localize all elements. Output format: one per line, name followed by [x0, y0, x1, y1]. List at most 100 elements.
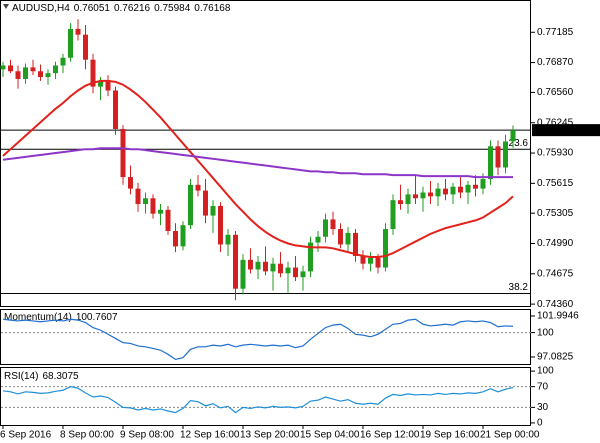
candle-body [315, 236, 321, 243]
y-tick-label: 30 [537, 402, 549, 413]
candle-body [38, 71, 43, 78]
candle-body [428, 192, 433, 197]
rsi-panel-frame [0, 367, 531, 426]
candle-body [30, 67, 36, 72]
y-tick-label: 0.76245 [537, 117, 574, 128]
candle-body [390, 200, 396, 230]
candle-body [188, 184, 193, 226]
indicator-value: 100.7607 [76, 312, 118, 323]
candle-body [330, 219, 336, 230]
y-tick-label: 0.74360 [537, 299, 574, 310]
candle-body [450, 186, 456, 195]
candle-body [398, 200, 403, 205]
candle-body [323, 219, 328, 237]
candle-body [98, 80, 103, 87]
indicator-name: RSI(14) [4, 371, 38, 382]
candle-body [15, 71, 21, 79]
candle-body [435, 188, 441, 197]
momentum-panel-frame [0, 309, 531, 365]
y-tick-label: 101.9946 [537, 311, 579, 322]
candle-body [353, 232, 358, 256]
candle-body [0, 65, 6, 70]
moving-average [2, 79, 514, 258]
candle-body [120, 128, 126, 178]
candle-body [338, 229, 343, 245]
candle-body [60, 57, 66, 66]
candle-body [75, 28, 81, 35]
y-tick-label: 97.0825 [537, 352, 574, 363]
candle-body [255, 261, 261, 270]
moving-average [2, 147, 513, 179]
y-tick-label: 0 [537, 418, 543, 429]
symbol: AUDUSD,H4 [12, 3, 70, 14]
fib-level-label: 23.6 [509, 138, 529, 149]
x-tick-label: 9 Sep 08:00 [120, 430, 174, 441]
candle-body [105, 80, 111, 91]
x-tick-label: 19 Sep 16:00 [420, 430, 480, 441]
candle-body [480, 179, 486, 189]
candle-body [420, 192, 426, 199]
candle-body [128, 177, 133, 189]
candle-body [368, 257, 373, 264]
candle-body [510, 130, 516, 142]
x-tick-label: 6 Sep 2016 [0, 430, 52, 441]
price-tag [532, 124, 600, 137]
candle-body [495, 146, 501, 168]
indicator-value: 68.3075 [42, 371, 79, 382]
y-tick-label: 0.74675 [537, 268, 574, 279]
candle-body [45, 73, 51, 78]
candle-body [360, 256, 366, 264]
candle-body [195, 184, 201, 191]
y-tick-label: 70 [537, 381, 549, 392]
candle-body [278, 263, 283, 274]
candle-body [158, 209, 163, 214]
y-tick-label: 0.76870 [537, 57, 574, 68]
candle-body [143, 198, 148, 205]
low-value: 0.75984 [154, 3, 191, 14]
candle-body [503, 141, 508, 168]
x-tick-label: 21 Sep 00:00 [480, 430, 540, 441]
y-tick-label: 0.74990 [537, 238, 574, 249]
candle-body [83, 34, 88, 60]
y-tick-label: 0.77185 [537, 27, 574, 38]
candle-body [135, 188, 141, 205]
current-price-label: 0.76168 [537, 125, 574, 136]
open-value: 0.76051 [74, 3, 111, 14]
x-tick-label: 15 Sep 04:00 [300, 430, 360, 441]
candle-body [53, 65, 58, 74]
candle-body [465, 184, 471, 193]
candle-body [405, 194, 411, 205]
close-value: 0.76168 [194, 3, 231, 14]
candle-body [248, 259, 253, 270]
rsi-title: RSI(14) 68.3075 [4, 371, 79, 382]
candle-body [23, 67, 28, 79]
candle-body [173, 230, 178, 247]
candle-body [218, 205, 223, 245]
x-tick-label: 13 Sep 20:00 [240, 430, 300, 441]
candle-body [150, 198, 156, 214]
candle-body [225, 234, 231, 245]
main-panel-frame [0, 0, 531, 307]
candle-body [68, 28, 73, 58]
candle-body [113, 90, 118, 129]
candle-body [263, 261, 268, 272]
x-tick-label: 12 Sep 16:00 [180, 430, 240, 441]
fib-level-label: 38.2 [509, 282, 529, 293]
candle-body [293, 267, 298, 278]
momentum-title: Momentum(14) 100.7607 [4, 312, 118, 323]
candle-body [240, 259, 246, 289]
chart-title: AUDUSD,H4 0.76051 0.76216 0.75984 0.76168 [12, 3, 231, 14]
y-tick-label: 0.75930 [537, 148, 574, 159]
candle-body [180, 225, 186, 247]
candle-body [210, 205, 216, 216]
candle-body [308, 242, 313, 272]
indicator-name: Momentum(14) [4, 312, 72, 323]
candle-body [165, 209, 171, 231]
candle-body [473, 184, 478, 189]
candle-body [90, 59, 96, 87]
indicator-line [2, 386, 514, 414]
indicator-line [2, 318, 514, 360]
candle-body [383, 229, 388, 268]
